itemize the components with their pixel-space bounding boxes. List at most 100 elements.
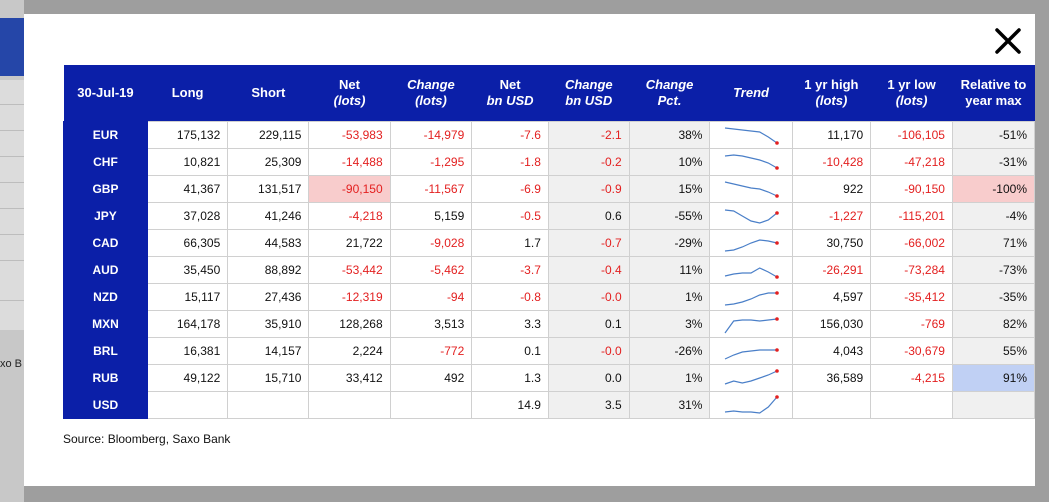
column-header-label: Trend bbox=[733, 85, 769, 100]
cell-change: -1,295 bbox=[389, 148, 473, 176]
trend-sparkline bbox=[709, 391, 793, 419]
cell-rel: -35% bbox=[951, 283, 1036, 311]
cell-long: 10,821 bbox=[146, 148, 229, 176]
cell-long: 175,132 bbox=[146, 121, 229, 149]
column-header-sublabel: (lots) bbox=[415, 93, 447, 108]
trend-sparkline bbox=[709, 256, 793, 284]
sparkline-line bbox=[724, 349, 778, 360]
cell-rel: -100% bbox=[951, 175, 1036, 203]
cell-change-usd: -0.0 bbox=[547, 283, 630, 311]
column-header-sublabel: (lots) bbox=[815, 93, 848, 108]
table-row: CAD 66,305 44,583 21,722 -9,028 1.7 -0.7 -29% 30… bbox=[63, 229, 1036, 257]
trend-sparkline bbox=[709, 283, 793, 311]
sparkline-line bbox=[724, 239, 778, 252]
column-header-sublabel: year max bbox=[965, 93, 1022, 108]
cell-long: 15,117 bbox=[146, 283, 229, 311]
trend-sparkline bbox=[709, 310, 793, 338]
sparkline-chart bbox=[724, 209, 779, 224]
cell-change-usd: -0.4 bbox=[547, 256, 630, 284]
cell-net-usd: -6.9 bbox=[471, 175, 549, 203]
bg-divider bbox=[0, 104, 24, 105]
column-header: Change bn USD bbox=[548, 65, 630, 122]
sparkline-last-point bbox=[775, 166, 779, 170]
cell-rel: 71% bbox=[951, 229, 1036, 257]
cell-change: 492 bbox=[389, 364, 473, 392]
sparkline-chart bbox=[724, 267, 779, 279]
cell-high: -26,291 bbox=[791, 256, 872, 284]
sparkline-line bbox=[724, 127, 778, 144]
cell-net bbox=[308, 391, 391, 419]
cell-low: -90,150 bbox=[870, 175, 953, 203]
currency-label: AUD bbox=[63, 256, 148, 284]
cell-net: -14,488 bbox=[308, 148, 391, 176]
sparkline-last-point bbox=[775, 317, 779, 321]
cell-change: 5,159 bbox=[389, 202, 473, 230]
column-header-label: Change bbox=[564, 77, 613, 92]
sparkline-last-point bbox=[775, 275, 779, 279]
cell-pct: -26% bbox=[628, 337, 711, 365]
column-header-label: Net bbox=[339, 77, 360, 92]
cell-net-usd: -0.5 bbox=[471, 202, 549, 230]
cell-net-usd: 1.3 bbox=[471, 364, 549, 392]
trend-sparkline bbox=[709, 364, 793, 392]
table-row: EUR 175,132 229,115 -53,983 -14,979 -7.6 -2.1 3… bbox=[63, 121, 1036, 149]
currency-label: BRL bbox=[63, 337, 148, 365]
sparkline-chart bbox=[724, 154, 779, 170]
cell-short: 27,436 bbox=[227, 283, 310, 311]
cell-net: 128,268 bbox=[308, 310, 391, 338]
cell-change-usd: -0.2 bbox=[547, 148, 630, 176]
cell-change-usd: 3.5 bbox=[547, 391, 630, 419]
cell-net-usd: 3.3 bbox=[471, 310, 549, 338]
column-header-label: 1 yr high bbox=[804, 77, 859, 92]
cell-short: 14,157 bbox=[227, 337, 310, 365]
bg-divider bbox=[0, 300, 24, 301]
bg-divider bbox=[0, 208, 24, 209]
table-row: CHF 10,821 25,309 -14,488 -1,295 -1.8 -0.2 10% -… bbox=[63, 148, 1036, 176]
cell-high: 156,030 bbox=[791, 310, 872, 338]
cell-high bbox=[791, 391, 872, 419]
cell-long: 35,450 bbox=[146, 256, 229, 284]
currency-label: USD bbox=[63, 391, 148, 419]
column-header: Change (lots) bbox=[390, 65, 472, 122]
table-row: USD 14.9 3.5 31% bbox=[63, 391, 1036, 419]
sparkline-line bbox=[724, 370, 778, 385]
cell-net: -12,319 bbox=[308, 283, 391, 311]
column-header-label: Long bbox=[171, 85, 204, 100]
sparkline-last-point bbox=[775, 291, 779, 295]
cell-high: 30,750 bbox=[791, 229, 872, 257]
close-button[interactable] bbox=[993, 26, 1023, 56]
cell-short bbox=[227, 391, 310, 419]
cell-high: 4,043 bbox=[791, 337, 872, 365]
background-page: xo B bbox=[0, 0, 24, 502]
cell-pct: -29% bbox=[628, 229, 711, 257]
cell-short: 41,246 bbox=[227, 202, 310, 230]
table-row: AUD 35,450 88,892 -53,442 -5,462 -3.7 -0.4 11% -… bbox=[63, 256, 1036, 284]
cell-low: -115,201 bbox=[870, 202, 953, 230]
cell-low: -35,412 bbox=[870, 283, 953, 311]
sparkline-line bbox=[724, 318, 778, 334]
sparkline-chart bbox=[724, 348, 779, 360]
sparkline-chart bbox=[724, 317, 779, 334]
column-header-label: Change bbox=[645, 77, 694, 92]
cell-change-usd: 0.0 bbox=[547, 364, 630, 392]
cell-change: -772 bbox=[389, 337, 473, 365]
cell-long: 16,381 bbox=[146, 337, 229, 365]
currency-label: GBP bbox=[63, 175, 148, 203]
cell-net: -53,983 bbox=[308, 121, 391, 149]
cell-change-usd: 0.6 bbox=[547, 202, 630, 230]
sparkline-line bbox=[724, 209, 778, 224]
sparkline-chart bbox=[724, 181, 779, 198]
cell-low: -73,284 bbox=[870, 256, 953, 284]
cell-low: -66,002 bbox=[870, 229, 953, 257]
table-row: MXN 164,178 35,910 128,268 3,513 3.3 0.1 3% 156,… bbox=[63, 310, 1036, 338]
cell-net: -4,218 bbox=[308, 202, 391, 230]
trend-sparkline bbox=[709, 121, 793, 149]
cell-net-usd: -7.6 bbox=[471, 121, 549, 149]
sparkline-last-point bbox=[775, 141, 779, 145]
cell-pct: 31% bbox=[628, 391, 711, 419]
column-header-sublabel: Pct. bbox=[657, 93, 682, 108]
cell-net-usd: 14.9 bbox=[471, 391, 549, 419]
sparkline-chart bbox=[724, 239, 779, 252]
image-lightbox-modal: 30-Jul-19 Long Short Net (lots) Change (lots) N… bbox=[24, 14, 1036, 486]
bg-divider bbox=[0, 260, 24, 261]
